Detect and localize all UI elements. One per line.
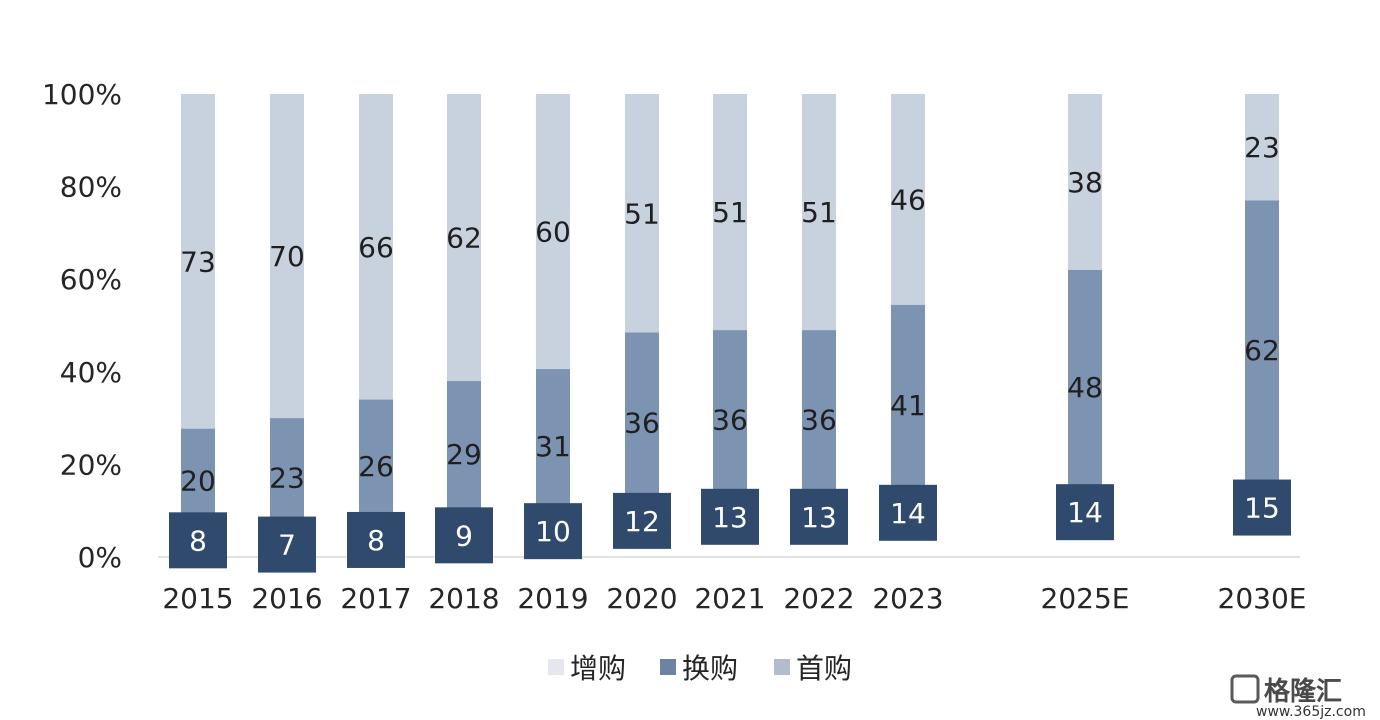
data-label-replacement: 36: [712, 403, 748, 436]
bar-segment-replacement: [802, 330, 836, 493]
data-label-first-purchase: 23: [1244, 131, 1280, 164]
y-tick-label: 20%: [60, 448, 122, 481]
x-tick-label: 2021: [694, 582, 765, 615]
y-tick-label: 80%: [60, 171, 122, 204]
x-tick-label: 2017: [340, 582, 411, 615]
x-tick-label: 2016: [251, 582, 322, 615]
bar-segment-additional: [347, 511, 405, 568]
bar-segment-first-purchase: [713, 94, 747, 331]
data-label-replacement: 48: [1067, 371, 1103, 404]
bar-segment-replacement: [270, 418, 304, 521]
bar-segment-replacement: [713, 330, 747, 493]
bar-segment-first-purchase: [625, 94, 659, 333]
bar-segment-additional: [879, 484, 937, 541]
data-label-additional: 9: [455, 519, 473, 552]
data-label-additional: 8: [189, 524, 207, 557]
bar-segment-additional: [524, 503, 582, 560]
data-label-additional: 14: [890, 497, 926, 530]
data-label-additional: 14: [1067, 496, 1103, 529]
data-label-first-purchase: 51: [624, 197, 660, 230]
x-tick-label: 2030E: [1218, 582, 1307, 615]
data-label-replacement: 36: [801, 403, 837, 436]
legend-swatch: [660, 659, 676, 675]
bar-segment-replacement: [359, 399, 393, 516]
data-label-first-purchase: 66: [358, 231, 394, 264]
bars: 73 20 8 70 23 7 66 26 8 62 29 9 60 31 10 51 36 12 51 36 13 51…: [169, 94, 1291, 573]
data-label-replacement: 31: [535, 430, 571, 463]
data-label-additional: 8: [367, 524, 385, 557]
bar-segment-first-purchase: [891, 94, 925, 305]
data-label-first-purchase: 62: [446, 222, 482, 255]
bar-segment-additional: [169, 512, 227, 569]
bar-segment-first-purchase: [270, 94, 304, 419]
x-tick-label: 2025E: [1041, 582, 1130, 615]
watermark: 格隆汇 www.365jz.com: [1230, 674, 1366, 720]
bar-segment-replacement: [181, 428, 215, 517]
bar-segment-additional: [435, 507, 493, 564]
data-label-first-purchase: 70: [269, 240, 305, 273]
bar-segment-replacement: [891, 304, 925, 489]
data-label-first-purchase: 46: [890, 183, 926, 216]
data-label-additional: 13: [801, 501, 837, 534]
bar-segment-additional: [701, 488, 759, 545]
bar-segment-additional: [1233, 479, 1291, 536]
data-label-replacement: 36: [624, 407, 660, 440]
x-tick-label: 2019: [517, 582, 588, 615]
data-label-additional: 7: [278, 529, 296, 562]
y-axis: 0% 20% 40% 60% 80% 100%: [42, 78, 122, 574]
data-label-replacement: 29: [446, 438, 482, 471]
x-tick-label: 2020: [606, 582, 677, 615]
x-tick-label: 2023: [872, 582, 943, 615]
data-label-additional: 13: [712, 501, 748, 534]
data-label-additional: 15: [1244, 492, 1280, 525]
data-label-first-purchase: 60: [535, 216, 571, 249]
data-label-replacement: 23: [269, 461, 305, 494]
y-tick-label: 0%: [78, 541, 122, 574]
x-tick-label: 2018: [428, 582, 499, 615]
bar-segment-first-purchase: [447, 94, 481, 382]
x-tick-label: 2015: [162, 582, 233, 615]
bar-segment-replacement: [625, 332, 659, 497]
bar-segment-first-purchase: [1245, 94, 1279, 201]
legend-label: 换购: [682, 652, 738, 685]
data-label-replacement: 41: [890, 389, 926, 422]
y-tick-label: 40%: [60, 356, 122, 389]
bar-segment-first-purchase: [359, 94, 393, 400]
bar-segment-replacement: [1068, 269, 1102, 489]
bar-segment-additional: [790, 488, 848, 545]
bar-segment-first-purchase: [536, 94, 570, 370]
legend-label: 增购: [570, 652, 626, 685]
data-label-first-purchase: 51: [801, 196, 837, 229]
bar-segment-replacement: [447, 381, 481, 512]
bar-segment-first-purchase: [1068, 94, 1102, 270]
data-label-additional: 10: [535, 515, 571, 548]
data-label-replacement: 62: [1244, 334, 1280, 367]
data-label-first-purchase: 38: [1067, 166, 1103, 199]
data-label-first-purchase: 51: [712, 196, 748, 229]
legend-label: 首购: [796, 652, 852, 685]
x-axis: 2015 2016 2017 2018 2019 2020 2021 2022 2023 2025…: [162, 582, 1306, 615]
data-label-replacement: 20: [180, 464, 216, 497]
bar-segment-replacement: [536, 369, 570, 508]
y-tick-label: 100%: [42, 78, 122, 111]
data-label-first-purchase: 73: [180, 245, 216, 278]
bar-segment-additional: [1056, 484, 1114, 541]
legend-swatch: [774, 659, 790, 675]
watermark-logo-icon: [1230, 674, 1260, 704]
watermark-brand: 格隆汇: [1264, 676, 1342, 707]
bar-segment-first-purchase: [802, 94, 836, 331]
bar-segment-additional: [613, 492, 671, 549]
bar-segment-first-purchase: [181, 94, 215, 429]
bar-segment-replacement: [1245, 200, 1279, 484]
data-label-additional: 12: [624, 505, 660, 538]
bar-segment-additional: [258, 516, 316, 573]
legend-swatch: [548, 659, 564, 675]
watermark-url: www.365jz.com: [1256, 704, 1366, 720]
y-tick-label: 60%: [60, 263, 122, 296]
data-label-replacement: 26: [358, 450, 394, 483]
x-tick-label: 2022: [783, 582, 854, 615]
legend: 增购 换购 首购: [548, 652, 852, 685]
